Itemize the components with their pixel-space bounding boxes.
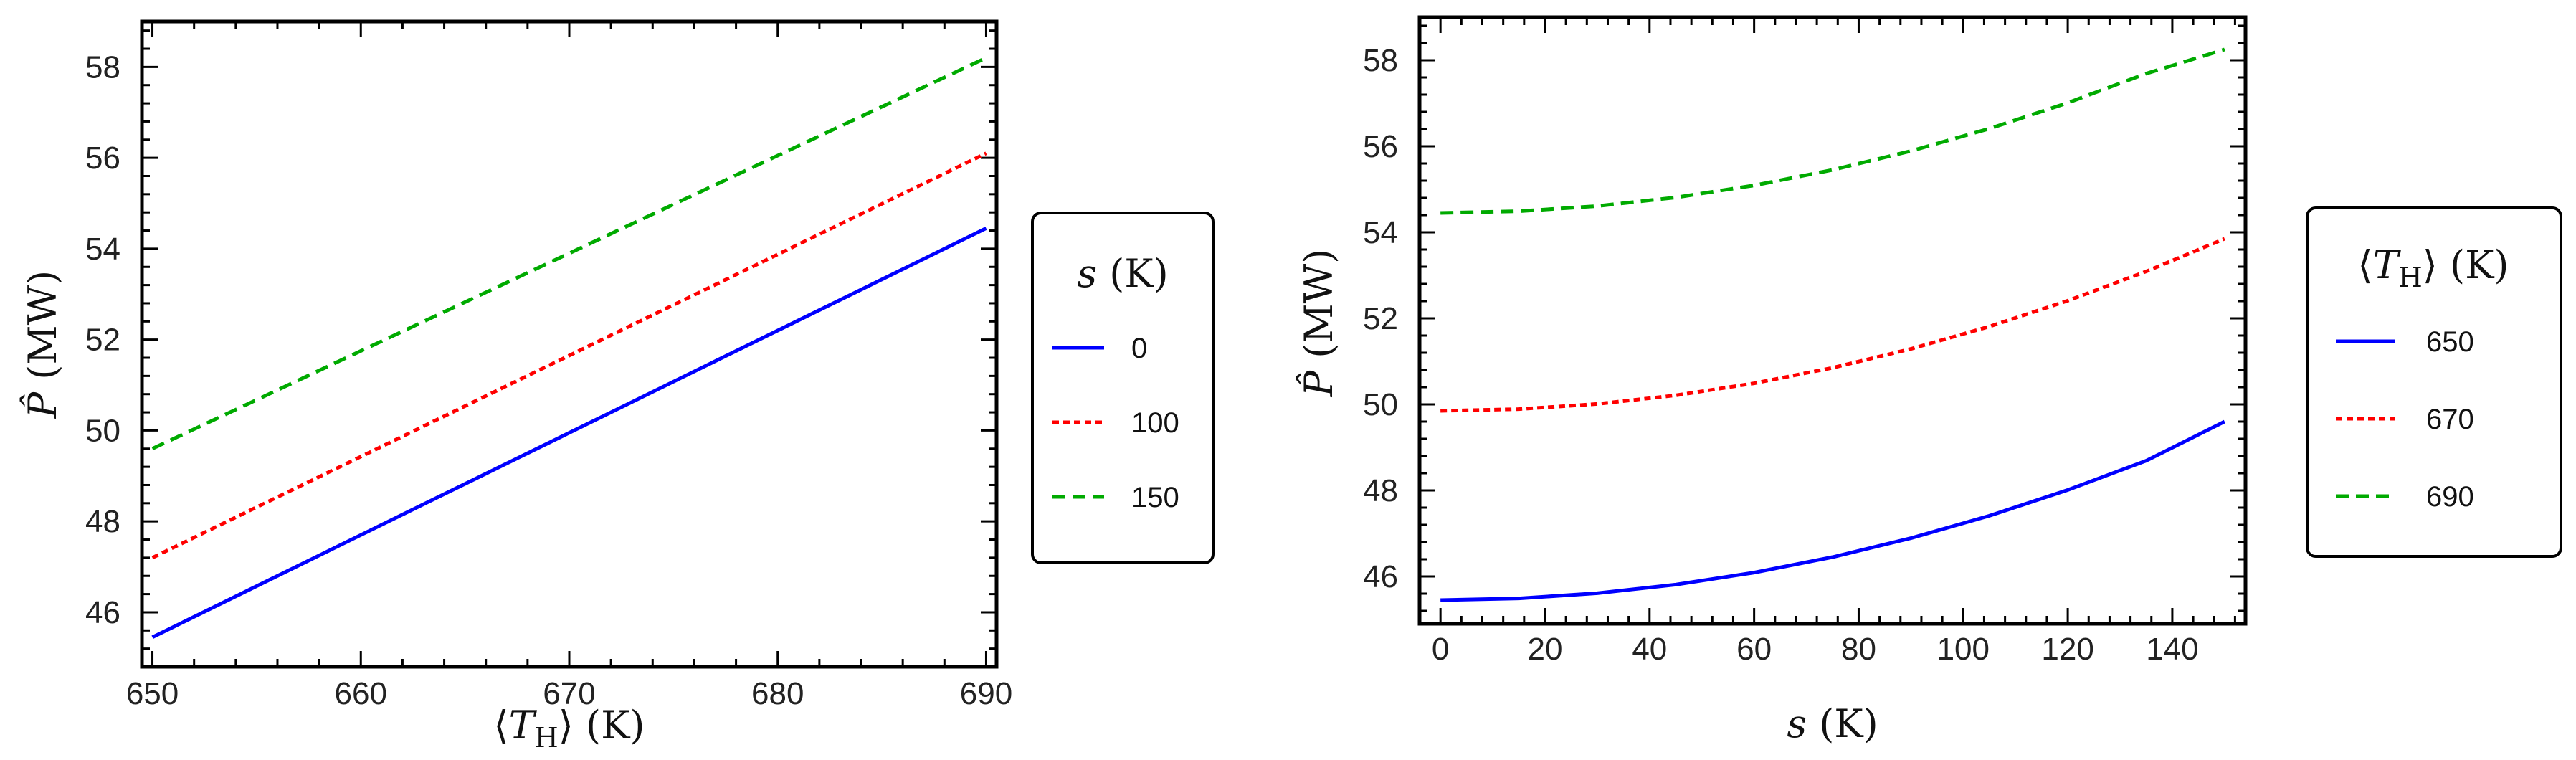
series-line-650 (1440, 419, 2225, 602)
legend-right: ⟨TH⟩ (K) 650 670 690 (2306, 206, 2562, 558)
series-line-150 (151, 56, 987, 451)
y-axis-label-right: P̂ (MW) (1296, 249, 1341, 397)
x-tick-label: 660 (335, 676, 387, 711)
x-tick-label: 60 (1736, 632, 1772, 667)
y-tick-label: 54 (1363, 215, 1398, 250)
tick-labels-left: 650 660 670 680 690 46 48 50 52 54 56 58 (85, 49, 1012, 711)
x-tick-label: 690 (960, 676, 1012, 711)
y-tick-label: 52 (1363, 301, 1398, 336)
legend-label-650: 650 (2426, 326, 2474, 358)
series-line-100 (151, 151, 987, 560)
legend-label-690: 690 (2426, 481, 2474, 513)
legend-box-right (2306, 206, 2562, 558)
y-tick-label: 58 (85, 49, 120, 85)
x-tick-label: 670 (543, 676, 595, 711)
legend-title-left: s (K) (1077, 251, 1168, 296)
legend-label-150: 150 (1131, 482, 1179, 513)
x-tick-label: 120 (2041, 632, 2093, 667)
grid-ticks-left (142, 22, 997, 668)
x-tick-label: 650 (126, 676, 179, 711)
series-line-670 (1440, 237, 2225, 413)
y-tick-label: 48 (1363, 473, 1398, 508)
y-tick-label: 56 (1363, 129, 1398, 164)
y-axis-label-left: P̂ (MW) (19, 270, 65, 419)
series-lines-left (151, 56, 987, 640)
tick-labels-right: 0 20 40 60 80 100 120 140 46 48 50 52 54 56 58 (1363, 43, 2199, 667)
x-axis-label-left: ⟨TH⟩ (K) (494, 703, 645, 754)
y-tick-label: 54 (85, 232, 120, 267)
legend-label-0: 0 (1131, 333, 1147, 364)
plot-frame-right (1417, 15, 2248, 626)
y-tick-label: 46 (1363, 559, 1398, 594)
x-axis-label-right: s (K) (1787, 701, 1878, 746)
y-tick-label: 48 (85, 504, 120, 539)
x-tick-label: 20 (1528, 632, 1563, 667)
legend-left: s (K) 0 100 150 (1031, 212, 1215, 564)
y-tick-label: 50 (1363, 387, 1398, 422)
x-tick-label: 100 (1937, 632, 1990, 667)
series-lines-right (1440, 47, 2225, 602)
series-line-0 (151, 227, 987, 640)
plot-frame-left (140, 19, 999, 669)
chart-left: 650 660 670 680 690 46 48 50 52 54 56 58 ⟨TH⟩ (K) P… (19, 19, 1215, 754)
legend-box-left (1031, 212, 1215, 564)
y-tick-label: 46 (85, 595, 120, 630)
x-tick-label: 40 (1632, 632, 1667, 667)
y-tick-label: 56 (85, 141, 120, 176)
y-tick-label: 58 (1363, 43, 1398, 78)
legend-title-right: ⟨TH⟩ (K) (2358, 242, 2509, 293)
legend-label-670: 670 (2426, 404, 2474, 435)
y-tick-label: 52 (85, 323, 120, 358)
grid-ticks-right (1418, 17, 2245, 624)
x-tick-label: 0 (1432, 632, 1449, 667)
legend-label-100: 100 (1131, 407, 1179, 439)
y-tick-label: 50 (85, 413, 120, 448)
x-tick-label: 140 (2146, 632, 2198, 667)
x-tick-label: 80 (1841, 632, 1876, 667)
chart-right: 0 20 40 60 80 100 120 140 46 48 50 52 54 56 58 s (K) P… (1296, 15, 2562, 746)
series-line-690 (1440, 47, 2225, 215)
x-tick-label: 680 (751, 676, 804, 711)
